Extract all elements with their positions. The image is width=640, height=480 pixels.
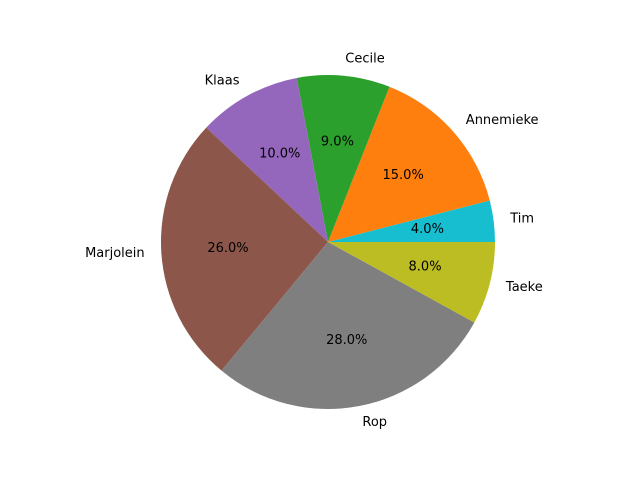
percent-label-cecile: 9.0% [321,135,354,150]
percent-label-taeke: 8.0% [409,259,442,274]
slice-label-annemieke: Annemieke [466,113,539,128]
pie-slice-tim [328,200,495,242]
slice-label-marjolein: Marjolein [85,246,145,261]
slice-label-cecile: Cecile [345,52,384,67]
pie-slices [160,75,495,410]
percent-label-marjolein: 26.0% [207,241,248,256]
percent-label-tim: 4.0% [411,222,444,237]
slice-label-taeke: Taeke [505,280,543,295]
pie-slice-rop [221,242,475,410]
pie-slice-annemieke [328,86,490,242]
pie-slice-cecile [296,75,390,242]
pie-slice-klaas [206,77,328,243]
slice-label-rop: Rop [362,415,387,430]
pie-slice-marjolein [160,127,328,371]
slice-labels: Tim Annemieke Cecile Klaas Marjolein Rop Taeke [85,52,543,430]
percent-labels: 4.0% 15.0% 9.0% 10.0% 26.0% 28.0% 8.0% [207,135,444,348]
percent-label-rop: 28.0% [326,333,367,348]
percent-label-klaas: 10.0% [259,147,300,162]
percent-label-annemieke: 15.0% [383,168,424,183]
slice-label-klaas: Klaas [205,74,240,89]
pie-slice-taeke [328,242,495,323]
slice-label-tim: Tim [509,211,534,226]
